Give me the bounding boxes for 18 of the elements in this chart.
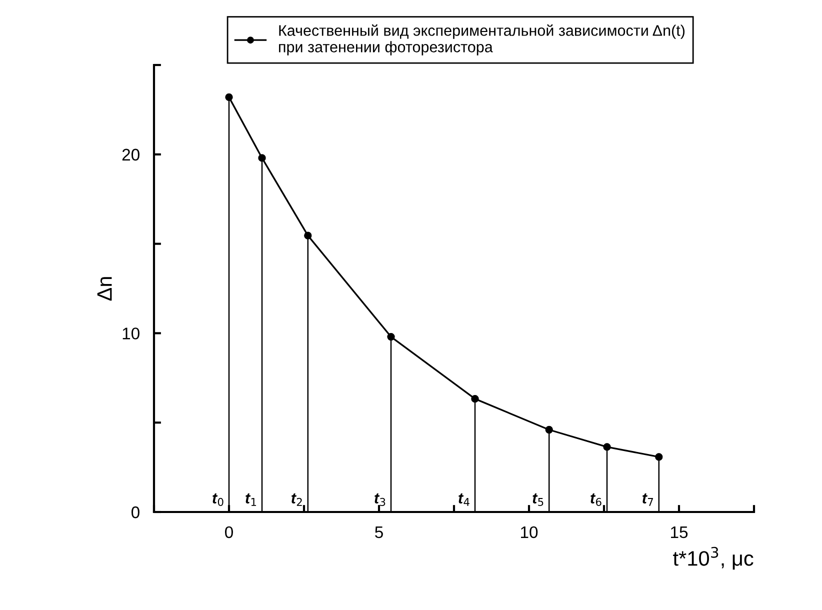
annotation: t$_{0}$ — [212, 493, 224, 506]
annotation: t$_{4}$ — [458, 493, 470, 506]
annotation: t$_{6}$ — [590, 493, 602, 506]
legend-label: Качественный вид экспериментальной зависимости Δn(t) при затенении фоторезистора — [279, 24, 685, 56]
x-tick-label: 5 — [375, 526, 383, 538]
y-tick-label: 20 — [122, 148, 140, 161]
x-tick-label: 0 — [225, 526, 233, 538]
annotation: t$_{1}$ — [246, 493, 256, 506]
annotation: t$_{3}$ — [374, 493, 386, 506]
annotation: t$_{5}$ — [532, 493, 544, 506]
annotation: t$_{2}$ — [292, 493, 302, 506]
y-tick-label: 10 — [122, 328, 140, 340]
y-axis-title: Δn — [97, 277, 112, 301]
x-tick-label: 15 — [671, 526, 688, 538]
x-tick-label: 10 — [521, 526, 538, 538]
y-tick-label: 0 — [131, 506, 140, 518]
annotation: t$_{7}$ — [642, 493, 653, 506]
x-axis-title: t*10$^{3}$, μс — [673, 546, 754, 570]
